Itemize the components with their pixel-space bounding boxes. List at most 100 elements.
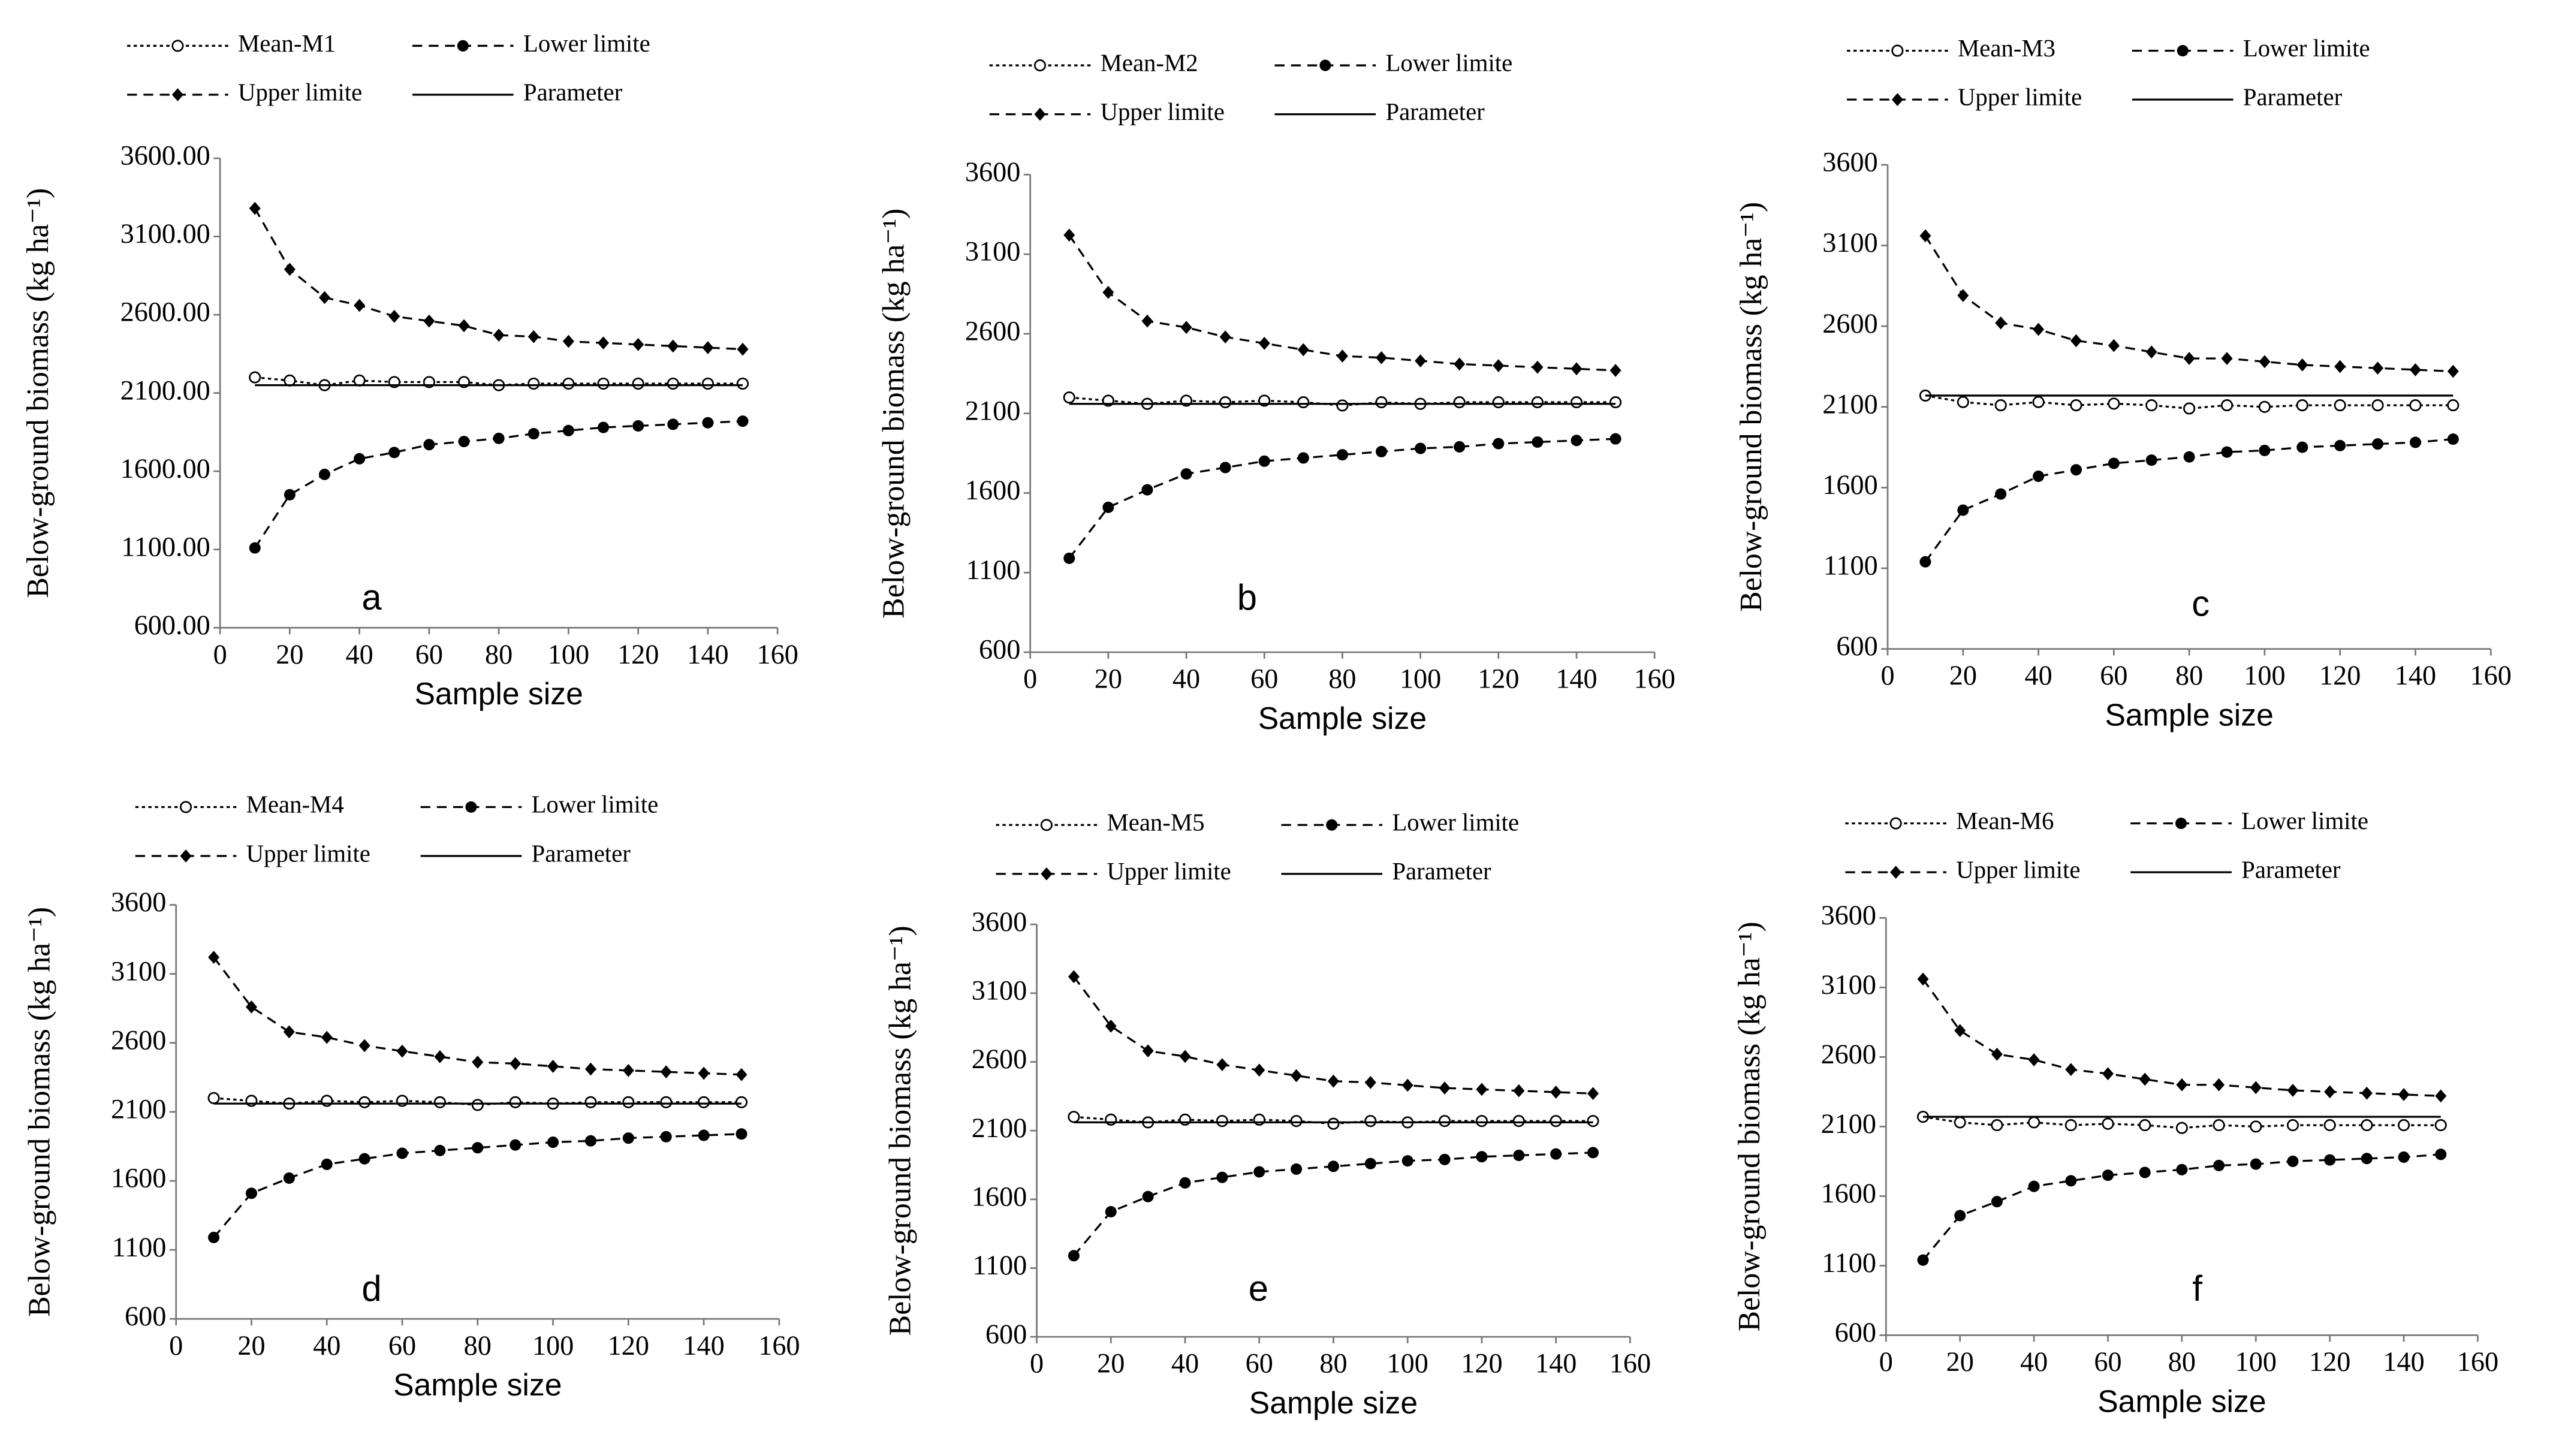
x-tick-label: 100: [548, 639, 589, 670]
y-tick-label: 600: [985, 1319, 1027, 1349]
marker: [245, 1000, 257, 1014]
marker: [736, 1068, 747, 1081]
legend-marker: [1319, 59, 1331, 71]
x-tick-label: 20: [237, 1330, 265, 1361]
marker: [2033, 471, 2045, 483]
marker: [2409, 436, 2421, 448]
legend-label: Parameter: [2243, 84, 2343, 111]
marker: [396, 1147, 408, 1159]
panel-label: a: [361, 577, 382, 617]
marker: [2139, 1119, 2151, 1132]
marker: [701, 377, 714, 390]
y-tick-label: 2100: [965, 395, 1020, 426]
marker: [423, 314, 435, 328]
marker: [249, 201, 261, 215]
marker: [698, 1066, 710, 1080]
marker: [207, 1092, 220, 1104]
y-tick-label: 1600.00: [120, 453, 210, 484]
marker: [1513, 1149, 1525, 1161]
x-axis-title: Sample size: [414, 676, 583, 711]
marker: [1068, 1250, 1080, 1262]
x-tick-label: 100: [2235, 1346, 2277, 1377]
y-tick-label: 2100: [111, 1094, 166, 1125]
marker: [2447, 433, 2459, 445]
y-axis-title: Below-ground biomass (kg ha⁻¹): [1734, 202, 1768, 612]
x-axis-title: Sample size: [1249, 1385, 1418, 1420]
marker: [2102, 1117, 2114, 1130]
y-tick-label: 2600: [972, 1044, 1027, 1074]
x-tick-label: 40: [1171, 1348, 1199, 1379]
y-tick-label: 1600: [1821, 1178, 1876, 1208]
marker: [1063, 552, 1075, 564]
marker: [1512, 1115, 1525, 1128]
marker: [1917, 1254, 1929, 1266]
marker: [2371, 399, 2384, 412]
marker: [1063, 391, 1075, 404]
x-axis-title: Sample size: [393, 1367, 562, 1402]
y-tick-label: 1600: [1822, 469, 1877, 500]
marker: [1219, 396, 1232, 409]
marker: [2176, 1163, 2188, 1175]
legend-marker: [2175, 818, 2187, 830]
marker: [1439, 1081, 1451, 1095]
marker: [1995, 488, 2007, 500]
marker: [1954, 1024, 1966, 1038]
marker: [2372, 361, 2384, 375]
legend-label: Lower limite: [1392, 809, 1519, 836]
legend-label: Lower limite: [532, 791, 659, 818]
marker: [1476, 1151, 1488, 1163]
panel-label: f: [2192, 1268, 2202, 1309]
marker: [458, 319, 470, 333]
marker: [1492, 396, 1505, 409]
marker: [1991, 1047, 2003, 1061]
y-tick-label: 3600: [965, 156, 1020, 187]
panel: 600 1100 1600 2100 2600 3100 3600 0 20 40 60 80 100 1…: [1732, 807, 2498, 1418]
marker: [2324, 1085, 2336, 1099]
series-line: [255, 376, 743, 387]
x-tick-label: 20: [1095, 664, 1122, 694]
marker: [1327, 1160, 1339, 1172]
marker: [528, 330, 539, 343]
marker: [2033, 322, 2045, 336]
y-tick-label: 1100: [1823, 550, 1878, 581]
y-tick-label: 3100: [1821, 969, 1876, 1000]
marker: [1105, 1205, 1117, 1218]
x-tick-label: 120: [617, 639, 659, 670]
y-tick-label: 2600: [1821, 1039, 1876, 1069]
marker: [396, 1044, 408, 1058]
marker: [471, 1099, 484, 1111]
x-tick-label: 0: [1030, 1348, 1044, 1379]
marker: [1327, 1074, 1339, 1088]
legend-label: Mean-M2: [1101, 49, 1198, 76]
marker: [2286, 1119, 2299, 1132]
marker: [1327, 1117, 1340, 1130]
marker: [1179, 1050, 1191, 1063]
marker: [1105, 1020, 1117, 1033]
marker: [1571, 435, 1583, 447]
marker: [2435, 1148, 2447, 1160]
marker: [1180, 321, 1192, 334]
marker: [510, 1057, 522, 1071]
marker: [2296, 441, 2308, 453]
legend-label: Parameter: [523, 79, 623, 105]
x-axis-title: Sample size: [1258, 701, 1427, 735]
marker: [2213, 1078, 2225, 1092]
legend-label: Upper limite: [1958, 84, 2082, 111]
marker: [1439, 1153, 1451, 1165]
marker: [660, 1131, 672, 1143]
marker: [1364, 1115, 1377, 1128]
marker: [245, 1187, 257, 1199]
x-tick-label: 140: [687, 639, 728, 670]
marker: [2064, 1119, 2077, 1132]
x-tick-label: 140: [2395, 660, 2436, 691]
marker: [584, 1062, 596, 1076]
marker: [2213, 1119, 2225, 1132]
marker: [1297, 452, 1309, 464]
marker: [1476, 1083, 1488, 1096]
marker: [2108, 397, 2120, 410]
marker: [1957, 504, 1969, 516]
marker: [2296, 358, 2308, 372]
marker: [2323, 1119, 2336, 1132]
marker: [2070, 334, 2082, 348]
marker: [1401, 1155, 1413, 1167]
